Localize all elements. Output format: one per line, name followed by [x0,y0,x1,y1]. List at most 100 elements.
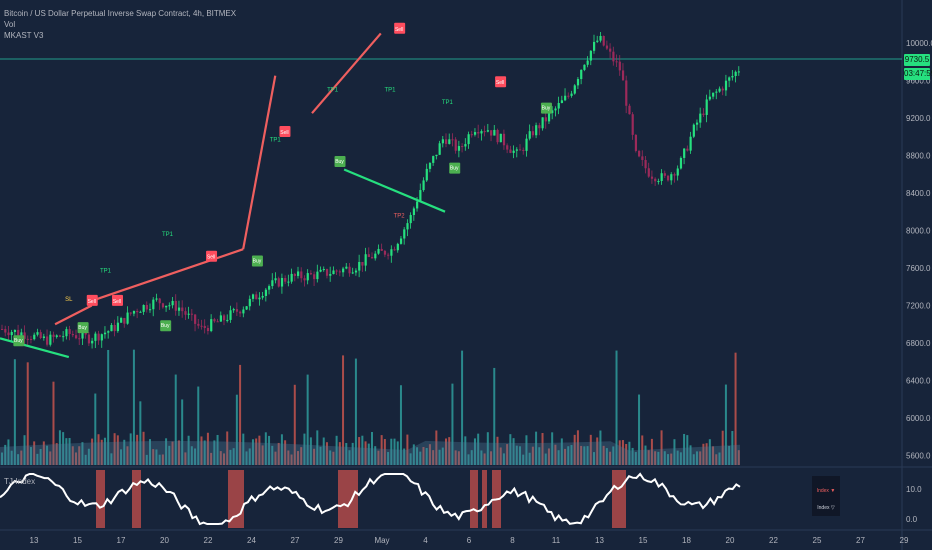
volume-bar [634,452,637,465]
volume-bar [81,442,84,465]
volume-bar [42,441,45,465]
candle-body [338,271,342,273]
volume-bar [676,450,679,465]
buy-signal-label: Buy [161,323,170,329]
volume-bar [261,445,264,465]
volume-bar [245,451,248,465]
mkast-indicator-label[interactable]: MKAST V3 [4,31,44,40]
volume-bar [737,450,740,465]
volume-bar [277,442,280,465]
volume-bar [724,384,727,465]
candle-body [139,311,142,313]
candle-body [78,338,81,340]
candle-body [721,88,724,91]
volume-bar [7,439,10,465]
sl-marker: SL [65,297,73,303]
candle-body [71,333,74,336]
candle-body [544,117,547,122]
sell-signal-label: Sell [395,27,403,33]
volume-bar [599,430,602,465]
candle-body [667,175,670,181]
time-tick-label: 18 [682,536,691,545]
volume-bar [383,439,386,465]
price-tick-label: 7200.0 [906,302,931,311]
volume-bar [226,431,229,465]
oscillator-legend: TJ-Index [4,476,35,487]
volume-bar [120,449,123,465]
volume-bar [65,438,68,465]
volume-bar [416,447,419,465]
candle-body [377,248,380,254]
volume-bar [110,453,113,465]
candle-body [42,336,46,339]
volume-ma-area [0,440,740,465]
volume-bar [490,451,493,465]
time-tick-label: 25 [813,536,822,545]
volume-bar [483,453,486,465]
candle-body [271,280,274,287]
candle-body [467,134,470,145]
volume-bar [23,435,26,465]
volume-bar [515,445,518,465]
candle-body [644,159,647,169]
candle-body [390,249,393,256]
candle-body [425,168,428,181]
candle-body [29,339,33,341]
candle-body [419,190,422,202]
candle-body [525,138,528,151]
candle-body [293,273,296,276]
volume-bar [480,450,483,465]
volume-bar [62,432,65,465]
volume-bar [486,432,489,465]
oscillator-title[interactable]: TJ-Index [4,477,36,486]
candle-body [512,150,515,153]
volume-bar [605,448,608,465]
candle-body [403,229,406,239]
candle-body [255,294,258,300]
candle-body [628,105,631,115]
candle-body [58,335,62,337]
trend-line-resistance [311,32,382,114]
volume-bar [46,445,49,465]
volume-bar [171,441,174,465]
candle-body [219,315,222,322]
candle-body [277,278,280,287]
candle-body [52,334,55,337]
candle-body [396,243,399,251]
volume-bar [258,435,261,465]
candle-body [210,319,213,332]
candle-body [342,268,345,273]
candle-body [213,319,216,322]
volume-bar [274,451,277,465]
osc-tick-label: 10.0 [906,485,922,494]
candle-body [348,266,351,274]
volume-bar [313,448,316,465]
candle-body [399,238,403,244]
candle-body [223,315,226,321]
volume-bar [667,454,669,465]
volume-bar [297,451,299,465]
volume-bar [567,446,570,465]
volume-bar [367,443,370,465]
candle-body [708,96,712,100]
volume-bar [371,432,373,465]
time-tick-label: 6 [467,536,472,545]
volume-bar [177,440,180,465]
volume-bar [358,437,361,465]
candle-body [226,319,229,321]
candle-body [235,309,239,312]
tp-marker: TP1 [270,137,282,143]
volume-bar [654,451,657,465]
candle-body [605,45,609,49]
volume-bar [522,454,525,465]
vol-indicator-label[interactable]: Vol [4,20,16,29]
symbol-title[interactable]: Bitcoin / US Dollar Perpetual Inverse Sw… [4,9,237,18]
volume-bar [68,438,71,465]
oscillator-band [96,470,105,528]
volume-bar [239,364,242,465]
volume-bar [354,358,357,465]
candle-body [229,310,232,320]
volume-bar [406,434,409,465]
candle-body [313,274,316,280]
candle-body [200,325,203,327]
